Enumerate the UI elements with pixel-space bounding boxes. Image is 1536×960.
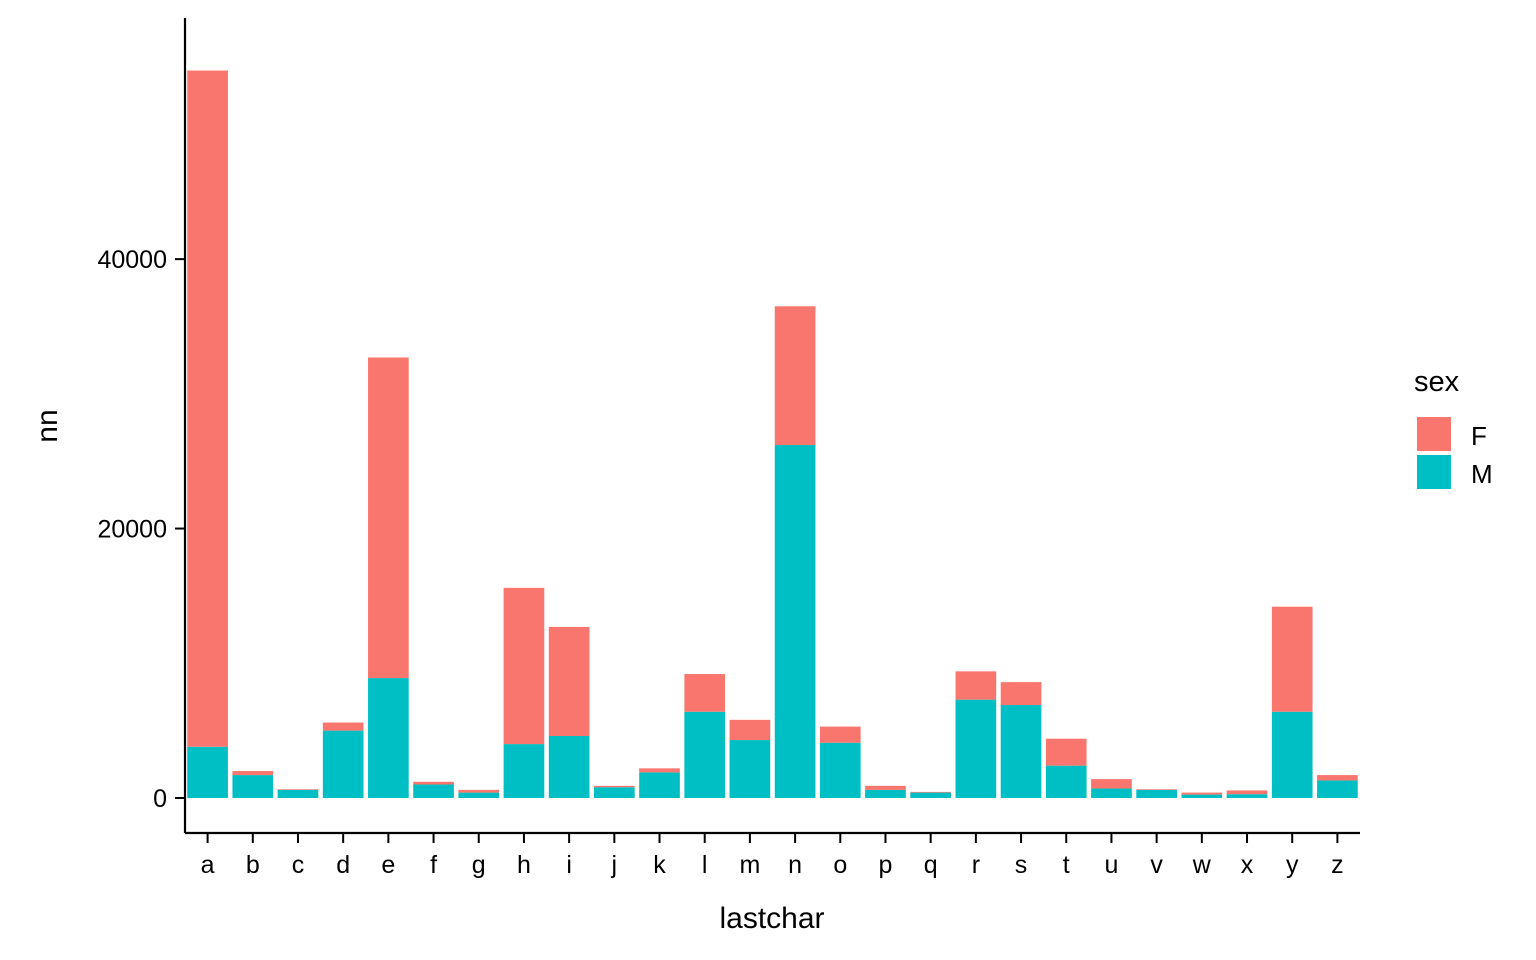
x-tick-label: f (430, 851, 437, 879)
bar-j-m (593, 787, 635, 798)
x-tick-label: x (1241, 851, 1254, 879)
x-tick-label: y (1286, 851, 1299, 879)
bar-y-f (1271, 606, 1313, 712)
bar-d-m (322, 730, 364, 798)
bar-m-m (729, 740, 771, 798)
x-tick-label: k (653, 851, 666, 879)
bar-e-f (368, 357, 409, 679)
x-tick-label: j (611, 851, 618, 879)
bars-layer (187, 70, 1358, 798)
bar-w-f (1181, 792, 1223, 795)
x-tick-label: s (1015, 851, 1028, 879)
bar-f-m (413, 784, 454, 798)
legend-swatch-f (1417, 417, 1451, 451)
bar-b-f (232, 771, 274, 776)
bar-o-m (819, 742, 861, 798)
bar-x-m (1226, 794, 1268, 798)
bar-n-m (774, 445, 816, 798)
y-tick-label: 40000 (97, 246, 167, 274)
x-tick-label: h (517, 851, 531, 879)
x-axis-title: lastchar (719, 902, 824, 935)
legend-label-f: F (1471, 421, 1487, 451)
bar-t-f (1045, 738, 1087, 766)
bar-c-m (277, 789, 319, 798)
bar-z-m (1317, 780, 1358, 798)
y-ticks: 0 20000 40000 (97, 246, 185, 813)
bar-q-m (910, 792, 952, 798)
y-tick-label: 0 (153, 785, 167, 813)
x-tick-label: v (1150, 851, 1163, 879)
y-tick-label: 20000 (97, 516, 167, 544)
x-tick-label: d (336, 851, 350, 879)
x-tick-label: p (879, 851, 893, 879)
x-tick-label: o (833, 851, 847, 879)
bar-y-m (1271, 711, 1313, 798)
bar-m-f (729, 719, 771, 741)
bar-v-m (1136, 789, 1177, 798)
bar-h-m (503, 744, 545, 798)
bar-k-m (639, 772, 680, 798)
x-tick-label: n (788, 851, 802, 879)
bar-l-m (684, 711, 726, 798)
x-tick-label: m (739, 851, 760, 879)
bar-d-f (322, 722, 364, 731)
bar-a-f (187, 70, 228, 747)
bar-n-f (774, 306, 816, 446)
bar-r-m (955, 699, 997, 798)
x-tick-label: b (246, 851, 260, 879)
legend-title: sex (1414, 366, 1460, 398)
bar-a-m (187, 746, 228, 798)
bar-p-f (865, 785, 906, 790)
bar-i-m (548, 736, 590, 798)
bar-q-f (910, 791, 952, 793)
bar-u-m (1091, 788, 1132, 798)
x-tick-label: q (924, 851, 938, 879)
bar-i-f (548, 626, 590, 737)
bar-g-f (458, 789, 500, 793)
x-tick-label: w (1192, 851, 1212, 879)
x-tick-label: g (472, 851, 486, 879)
bar-o-f (819, 726, 861, 743)
bar-k-f (639, 768, 680, 773)
x-tick-label: t (1063, 851, 1070, 879)
x-tick-label: r (972, 851, 980, 879)
bar-u-f (1091, 779, 1132, 789)
x-tick-label: l (702, 851, 708, 879)
bar-b-m (232, 775, 274, 798)
bar-r-f (955, 671, 997, 700)
legend: sex F M (1414, 366, 1493, 489)
bar-w-m (1181, 794, 1223, 798)
y-axis-title: nn (31, 409, 64, 442)
x-tick-label: i (566, 851, 572, 879)
x-tick-label: u (1104, 851, 1118, 879)
bar-j-f (593, 785, 635, 788)
bar-v-f (1136, 789, 1177, 790)
x-tick-label: a (201, 851, 215, 879)
bar-s-m (1000, 705, 1042, 798)
bar-g-m (458, 792, 500, 798)
x-tick-label: e (381, 851, 395, 879)
bar-s-f (1000, 682, 1042, 706)
bar-z-f (1317, 775, 1358, 781)
legend-swatch-m (1417, 455, 1451, 489)
legend-label-m: M (1471, 459, 1493, 489)
bar-f-f (413, 781, 454, 785)
x-tick-label: z (1331, 851, 1344, 879)
bar-x-f (1226, 790, 1268, 795)
axes-layer (183, 18, 1360, 835)
x-tick-label: c (292, 851, 305, 879)
bar-t-m (1045, 765, 1087, 798)
bar-l-f (684, 674, 726, 712)
bar-h-f (503, 587, 545, 745)
bar-p-m (865, 789, 906, 798)
bar-e-m (368, 678, 409, 798)
bar-c-f (277, 789, 319, 790)
